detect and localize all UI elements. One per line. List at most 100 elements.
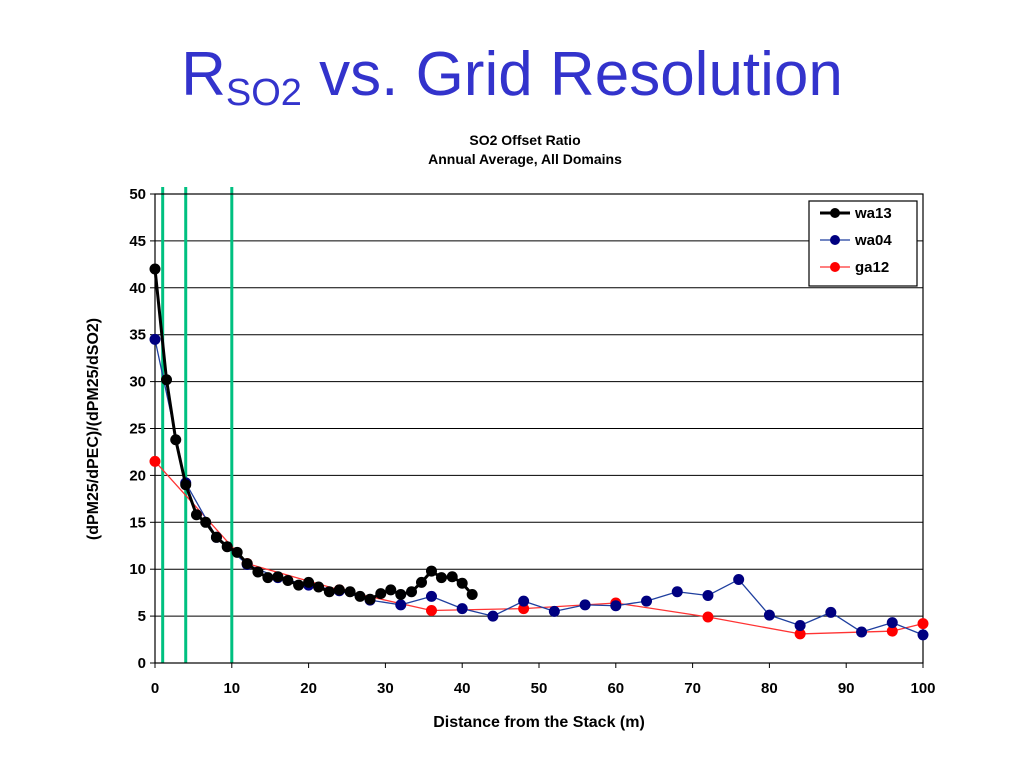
y-tick-label: 35	[129, 327, 146, 344]
data-point-wa13	[344, 586, 356, 598]
y-tick-label: 25	[129, 421, 146, 438]
x-tick-label: 90	[838, 680, 855, 697]
data-point-wa04	[487, 610, 499, 622]
data-point-wa13	[415, 576, 427, 588]
data-point-wa13	[354, 590, 366, 602]
data-point-ga12	[886, 625, 898, 637]
y-tick-label: 15	[129, 514, 146, 531]
title-rest: vs. Grid Resolution	[301, 40, 843, 109]
data-point-wa13	[180, 479, 192, 491]
data-point-ga12	[425, 604, 437, 616]
series-ga12	[149, 455, 929, 640]
legend-label-wa04: wa04	[854, 232, 892, 249]
slide-title: RSO2 vs. Grid Resolution	[0, 38, 1024, 130]
y-axis-ticks: 0 5 10 15 20 25 30 35 40 45 50	[129, 186, 155, 672]
legend-marker-wa13	[830, 208, 840, 218]
title-subscript: SO2	[225, 72, 302, 114]
data-point-wa04	[856, 626, 868, 638]
data-point-wa13	[262, 572, 274, 584]
data-point-wa04	[763, 609, 775, 621]
x-tick-label: 30	[377, 680, 394, 697]
legend-marker-ga12	[830, 262, 840, 272]
data-point-wa04	[579, 599, 591, 611]
data-point-wa13	[323, 586, 335, 598]
data-point-wa13	[395, 589, 407, 601]
x-tick-label: 80	[761, 680, 778, 697]
y-tick-label: 40	[129, 280, 146, 297]
data-point-wa04	[149, 333, 161, 345]
data-point-wa13	[313, 581, 325, 593]
legend-label-ga12: ga12	[855, 259, 889, 276]
data-point-wa13	[149, 263, 161, 275]
legend-label-wa13: wa13	[854, 205, 892, 222]
data-point-wa13	[466, 589, 478, 601]
data-point-wa04	[794, 619, 806, 631]
data-point-wa13	[303, 576, 315, 588]
data-point-wa13	[200, 516, 212, 528]
x-tick-label: 60	[607, 680, 624, 697]
data-point-wa13	[252, 566, 264, 578]
x-tick-label: 10	[223, 680, 240, 697]
y-tick-label: 20	[129, 467, 146, 484]
chart-subtitle: Annual Average, All Domains	[428, 151, 622, 167]
data-series	[149, 263, 929, 641]
data-point-wa04	[702, 589, 714, 601]
data-point-wa13	[446, 571, 458, 583]
legend-marker-wa04	[830, 235, 840, 245]
data-point-wa13	[241, 558, 253, 570]
legend: wa13 wa04 ga12	[808, 200, 918, 287]
data-point-wa13	[190, 509, 202, 521]
x-axis-ticks: 0 10 20 30 40 50 60 70 80 90 100	[151, 663, 936, 697]
data-point-wa13	[272, 571, 284, 583]
data-point-wa04	[917, 629, 929, 641]
data-point-wa13	[456, 577, 468, 589]
data-point-wa13	[170, 434, 182, 446]
y-tick-label: 50	[129, 186, 146, 203]
data-point-wa04	[425, 590, 437, 602]
data-point-wa13	[282, 574, 294, 586]
data-point-wa04	[641, 595, 653, 607]
x-tick-label: 40	[454, 680, 471, 697]
data-point-wa13	[161, 374, 173, 386]
data-point-wa04	[671, 586, 683, 598]
x-tick-label: 100	[910, 680, 935, 697]
y-tick-label: 0	[138, 655, 146, 672]
chart-title: SO2 Offset Ratio	[469, 132, 580, 148]
data-point-wa13	[375, 588, 387, 600]
data-point-ga12	[917, 618, 929, 630]
data-point-wa04	[610, 600, 622, 612]
y-tick-label: 30	[129, 374, 146, 391]
series-line-wa04	[154, 339, 924, 636]
data-point-wa13	[406, 586, 418, 598]
gridlines	[155, 193, 923, 617]
data-point-wa13	[425, 565, 437, 577]
data-point-wa13	[210, 531, 222, 543]
data-point-wa04	[518, 595, 530, 607]
reference-lines	[161, 187, 234, 663]
x-tick-label: 50	[531, 680, 548, 697]
legend-box	[808, 200, 918, 287]
data-point-wa13	[333, 584, 345, 596]
data-point-wa13	[435, 572, 447, 584]
y-tick-label: 10	[129, 561, 146, 578]
series-line-wa13	[153, 268, 474, 601]
series-line-ga12	[154, 460, 924, 635]
data-point-ga12	[702, 611, 714, 623]
data-point-ga12	[794, 628, 806, 640]
data-point-wa13	[293, 579, 305, 591]
x-tick-label: 20	[300, 680, 317, 697]
data-point-wa13	[231, 546, 243, 558]
y-axis-label: (dPM25/dPEC)/(dPM25/dSO2)	[85, 318, 102, 540]
y-tick-label: 5	[138, 608, 146, 625]
x-tick-label: 0	[151, 680, 159, 697]
data-point-wa04	[456, 603, 468, 615]
series-wa04	[149, 333, 929, 641]
data-point-wa04	[395, 599, 407, 611]
x-tick-label: 70	[684, 680, 701, 697]
data-point-wa04	[548, 605, 560, 617]
y-tick-label: 45	[129, 233, 146, 250]
data-point-wa13	[364, 593, 376, 605]
data-point-wa04	[825, 606, 837, 618]
data-point-wa13	[385, 584, 397, 596]
